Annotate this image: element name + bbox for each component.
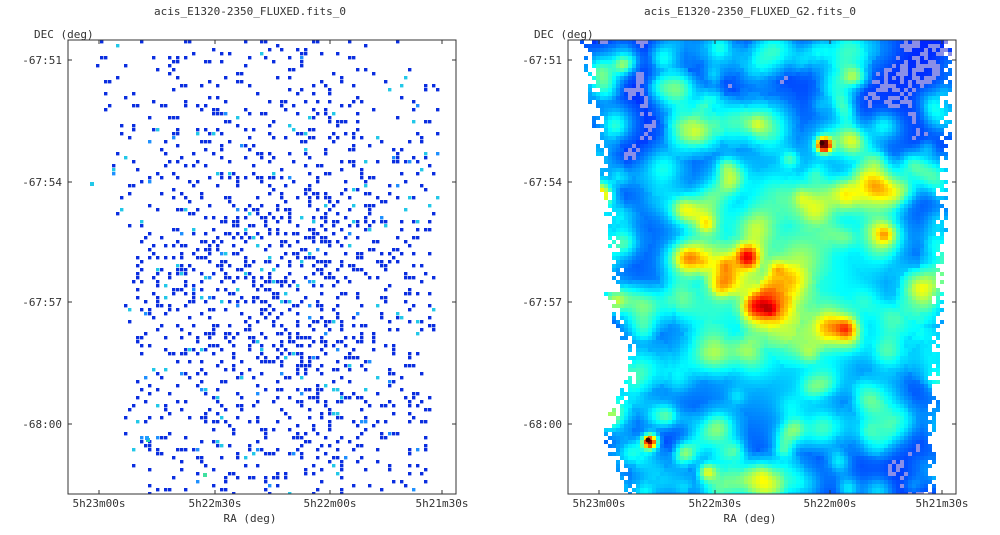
right-y-tick-label: -67:51: [522, 54, 562, 67]
right-source-core: [819, 140, 825, 146]
left-y-tick-label: -67:51: [22, 54, 62, 67]
right-sky-image[interactable]: 5h23m00s 5h22m30s 5h22m00s 5h21m30s -67:51 -6…: [500, 0, 1000, 535]
left-count-pixels: [90, 40, 440, 494]
left-image-panel: acis_E1320-2350_FLUXED.fits_0 DEC (deg) …: [0, 0, 500, 535]
right-y-tick-label: -67:54: [522, 176, 562, 189]
right-x-tick-label: 5h22m00s: [804, 497, 857, 510]
right-x-tick-label: 5h23m00s: [573, 497, 626, 510]
left-x-tick-label: 5h22m30s: [189, 497, 242, 510]
left-y-tick-label: -68:00: [22, 418, 62, 431]
right-ra-axis-label: RA (deg): [723, 512, 777, 525]
left-panel-title: acis_E1320-2350_FLUXED.fits_0: [153, 5, 347, 18]
right-axes: 5h23m00s 5h22m30s 5h22m00s 5h21m30s -67:51 -6…: [522, 39, 969, 510]
left-y-tick-label: -67:54: [22, 176, 62, 189]
right-y-tick-label: -67:57: [522, 296, 562, 309]
right-smoothed-pixels: [580, 40, 952, 494]
left-dec-axis-label: DEC (deg): [34, 28, 94, 41]
left-x-tick-label: 5h21m30s: [416, 497, 469, 510]
right-x-tick-label: 5h21m30s: [916, 497, 969, 510]
left-y-tick-label: -67:57: [22, 296, 62, 309]
right-x-tick-label: 5h22m30s: [689, 497, 742, 510]
left-x-tick-label: 5h22m00s: [304, 497, 357, 510]
left-plot-frame: [67, 39, 457, 495]
left-sky-image[interactable]: 5h23m00s 5h22m30s 5h22m00s 5h21m30s -67:51 -6…: [0, 0, 500, 535]
left-x-tick-label: 5h23m00s: [73, 497, 126, 510]
right-y-tick-label: -68:00: [522, 418, 562, 431]
left-axes: 5h23m00s 5h22m30s 5h22m00s 5h21m30s -67:51 -6…: [22, 39, 469, 510]
right-dec-axis-label: DEC (deg): [534, 28, 594, 41]
right-image-panel: acis_E1320-2350_FLUXED_G2.fits_0 DEC (de…: [500, 0, 1000, 535]
left-ra-axis-label: RA (deg): [223, 512, 277, 525]
right-panel-title: acis_E1320-2350_FLUXED_G2.fits_0: [644, 5, 856, 18]
right-source-core: [645, 437, 651, 443]
right-plot-frame: [567, 39, 957, 495]
